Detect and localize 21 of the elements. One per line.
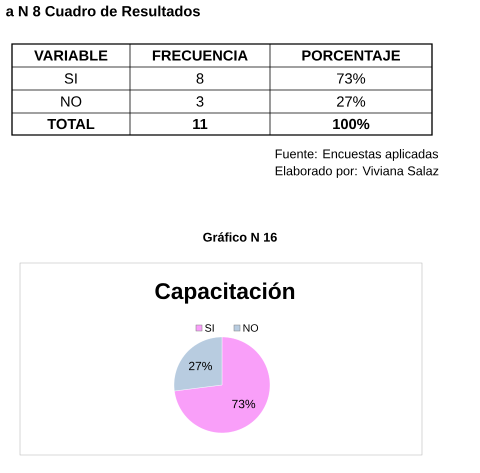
text: 11 [193,118,208,130]
text: FRECUENCIA [152,50,248,61]
text: 3 [196,96,204,107]
legend-label: SI [205,324,214,332]
chart-title: Capacitación [155,282,294,304]
text: PORCENTAJE [302,50,400,61]
legend-label: NO [243,324,258,332]
text: TOTAL [47,118,94,130]
text: 73% [337,73,366,84]
text: a N 8 Cuadro de Resultados [6,6,200,16]
text: Elaborado por: Viviana Salaz [276,166,438,178]
text: NO [61,96,82,107]
chart-subtitle: Gráfico N 16 [203,232,277,242]
text: 8 [196,73,204,84]
source-note: Fuente: Encuestas aplicadas [276,149,438,161]
text: 100% [333,118,370,130]
text: VARIABLE [34,50,108,61]
text: 27% [337,96,366,107]
text: SI [64,73,77,84]
data-label: 27% [188,362,212,370]
data-label: 73% [232,400,256,408]
